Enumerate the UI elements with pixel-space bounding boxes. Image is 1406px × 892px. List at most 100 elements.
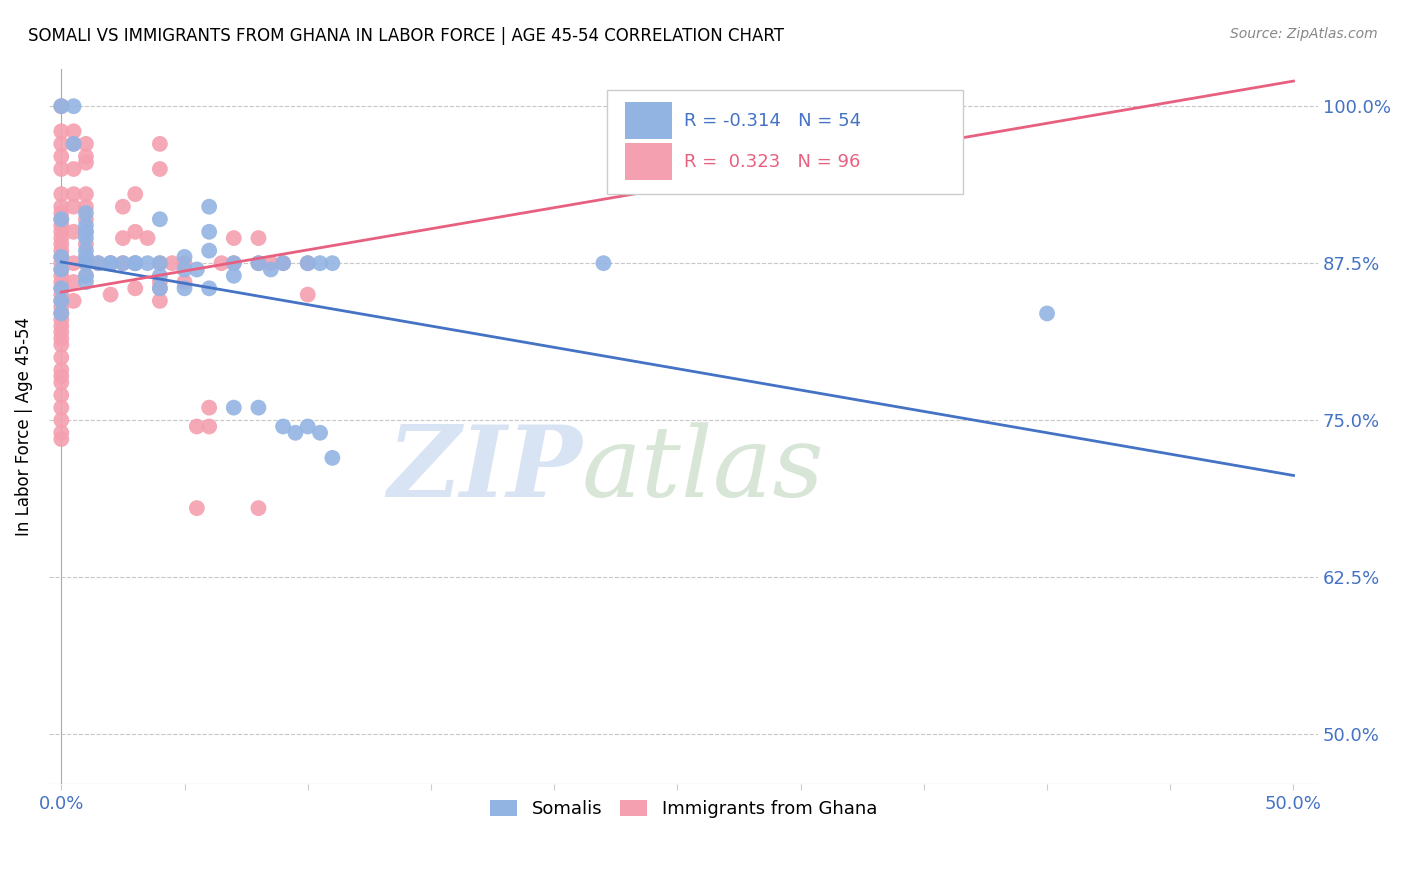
- Point: [321, 450, 343, 465]
- Point: [51, 363, 73, 377]
- Point: [75, 256, 97, 270]
- Point: [62, 275, 84, 289]
- Legend: Somalis, Immigrants from Ghana: Somalis, Immigrants from Ghana: [482, 793, 884, 825]
- Point: [247, 256, 270, 270]
- Point: [51, 124, 73, 138]
- Point: [173, 262, 195, 277]
- Point: [51, 200, 73, 214]
- Point: [62, 161, 84, 176]
- FancyBboxPatch shape: [626, 103, 672, 139]
- Point: [100, 287, 122, 301]
- FancyBboxPatch shape: [626, 143, 672, 180]
- Point: [62, 225, 84, 239]
- Point: [51, 149, 73, 163]
- Point: [51, 312, 73, 326]
- Point: [222, 268, 245, 283]
- Point: [149, 136, 172, 151]
- Point: [51, 136, 73, 151]
- Point: [51, 237, 73, 252]
- Point: [51, 338, 73, 352]
- Point: [75, 275, 97, 289]
- Point: [75, 256, 97, 270]
- Point: [247, 501, 270, 516]
- Point: [51, 268, 73, 283]
- Text: SOMALI VS IMMIGRANTS FROM GHANA IN LABOR FORCE | AGE 45-54 CORRELATION CHART: SOMALI VS IMMIGRANTS FROM GHANA IN LABOR…: [28, 27, 785, 45]
- Point: [271, 256, 294, 270]
- Point: [198, 200, 221, 214]
- Point: [124, 256, 146, 270]
- Point: [51, 306, 73, 320]
- Point: [247, 256, 270, 270]
- Point: [62, 187, 84, 202]
- Point: [62, 124, 84, 138]
- Point: [173, 250, 195, 264]
- Point: [136, 256, 159, 270]
- Point: [260, 262, 283, 277]
- Point: [51, 275, 73, 289]
- Point: [87, 256, 110, 270]
- Point: [297, 287, 319, 301]
- Point: [62, 293, 84, 308]
- Point: [51, 262, 73, 277]
- Text: R =  0.323   N = 96: R = 0.323 N = 96: [683, 153, 860, 170]
- Point: [51, 212, 73, 227]
- Point: [51, 187, 73, 202]
- Point: [51, 244, 73, 258]
- Point: [1036, 306, 1059, 320]
- Point: [198, 281, 221, 295]
- Point: [124, 187, 146, 202]
- Point: [75, 225, 97, 239]
- Point: [297, 419, 319, 434]
- Point: [186, 419, 208, 434]
- Text: atlas: atlas: [582, 422, 825, 517]
- Point: [173, 281, 195, 295]
- Point: [51, 401, 73, 415]
- Point: [149, 275, 172, 289]
- Point: [62, 256, 84, 270]
- Point: [111, 200, 134, 214]
- Point: [222, 401, 245, 415]
- Point: [592, 256, 614, 270]
- Point: [51, 262, 73, 277]
- Point: [75, 244, 97, 258]
- Point: [51, 281, 73, 295]
- Point: [75, 225, 97, 239]
- Point: [75, 250, 97, 264]
- Point: [51, 332, 73, 346]
- Point: [62, 136, 84, 151]
- Point: [149, 256, 172, 270]
- Point: [51, 225, 73, 239]
- Point: [51, 413, 73, 427]
- Point: [62, 200, 84, 214]
- Point: [321, 256, 343, 270]
- Point: [173, 256, 195, 270]
- Point: [75, 231, 97, 245]
- Point: [51, 351, 73, 365]
- Point: [198, 419, 221, 434]
- Point: [51, 293, 73, 308]
- Point: [51, 99, 73, 113]
- Text: Source: ZipAtlas.com: Source: ZipAtlas.com: [1230, 27, 1378, 41]
- Point: [51, 306, 73, 320]
- Point: [124, 256, 146, 270]
- Point: [51, 388, 73, 402]
- Point: [75, 237, 97, 252]
- Point: [111, 256, 134, 270]
- Point: [51, 250, 73, 264]
- Point: [198, 401, 221, 415]
- Point: [51, 281, 73, 295]
- Point: [149, 161, 172, 176]
- Point: [173, 275, 195, 289]
- Point: [186, 501, 208, 516]
- Point: [111, 231, 134, 245]
- Point: [75, 155, 97, 169]
- Point: [51, 99, 73, 113]
- Point: [260, 256, 283, 270]
- Point: [51, 293, 73, 308]
- Point: [198, 225, 221, 239]
- Point: [297, 256, 319, 270]
- Point: [51, 318, 73, 333]
- Point: [75, 206, 97, 220]
- Point: [75, 149, 97, 163]
- FancyBboxPatch shape: [607, 90, 963, 194]
